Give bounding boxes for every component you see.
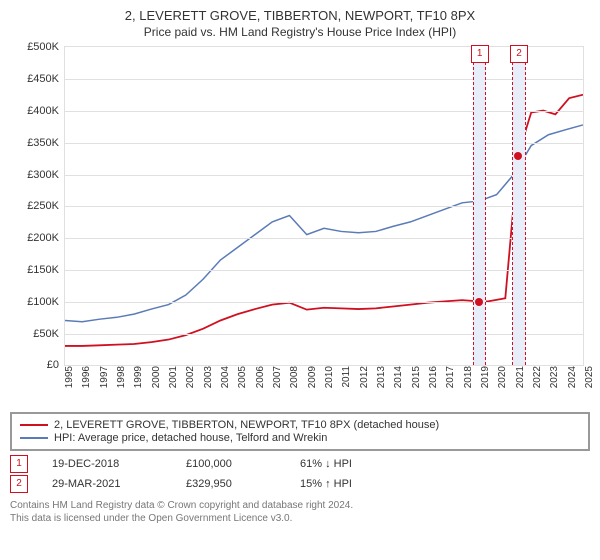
- x-tick-label: 2012: [359, 366, 370, 388]
- x-tick-label: 1996: [81, 366, 92, 388]
- x-tick-label: 2024: [567, 366, 578, 388]
- x-tick-label: 2000: [151, 366, 162, 388]
- sale-date: 19-DEC-2018: [52, 458, 162, 470]
- marker-tag: 2: [510, 45, 528, 63]
- sale-delta: 15% ↑ HPI: [300, 478, 400, 490]
- y-tick-label: £250K: [27, 200, 59, 212]
- x-tick-label: 1995: [64, 366, 75, 388]
- footer-l2: This data is licensed under the Open Gov…: [10, 512, 590, 525]
- y-tick-label: £400K: [27, 105, 59, 117]
- y-tick-label: £300K: [27, 169, 59, 181]
- x-tick-label: 2022: [532, 366, 543, 388]
- footer-l1: Contains HM Land Registry data © Crown c…: [10, 499, 590, 512]
- x-tick-label: 2023: [549, 366, 560, 388]
- price-chart: £0£50K£100K£150K£200K£250K£300K£350K£400…: [64, 46, 584, 406]
- x-tick-label: 2016: [428, 366, 439, 388]
- marker-band: [512, 47, 525, 365]
- x-axis: 1995 1996 1997 1998 1999 2000 2001 2002 2003 2004…: [64, 366, 584, 406]
- marker-band: [473, 47, 486, 365]
- x-tick-label: 2021: [515, 366, 526, 388]
- series-line: [65, 95, 583, 346]
- x-tick-label: 1997: [99, 366, 110, 388]
- x-tick-label: 2002: [185, 366, 196, 388]
- footer-text: Contains HM Land Registry data © Crown c…: [10, 499, 590, 525]
- x-tick-label: 2001: [168, 366, 179, 388]
- x-tick-label: 1998: [116, 366, 127, 388]
- chart-title: 2, LEVERETT GROVE, TIBBERTON, NEWPORT, T…: [10, 8, 590, 40]
- sale-date: 29-MAR-2021: [52, 478, 162, 490]
- title-line2: Price paid vs. HM Land Registry's House …: [10, 25, 590, 41]
- x-tick-label: 2025: [584, 366, 595, 388]
- legend: 2, LEVERETT GROVE, TIBBERTON, NEWPORT, T…: [10, 412, 590, 451]
- legend-swatch: [20, 437, 48, 439]
- y-tick-label: £350K: [27, 137, 59, 149]
- x-tick-label: 2019: [480, 366, 491, 388]
- legend-label: 2, LEVERETT GROVE, TIBBERTON, NEWPORT, T…: [54, 419, 439, 431]
- x-tick-label: 2015: [411, 366, 422, 388]
- x-tick-label: 1999: [133, 366, 144, 388]
- y-tick-label: £100K: [27, 296, 59, 308]
- y-tick-label: £150K: [27, 264, 59, 276]
- marker-tag: 1: [471, 45, 489, 63]
- sale-price: £329,950: [186, 478, 276, 490]
- plot-area: £0£50K£100K£150K£200K£250K£300K£350K£400…: [64, 46, 584, 366]
- sale-dot-icon: [514, 152, 522, 160]
- sale-marker-icon: 1: [10, 455, 28, 473]
- x-tick-label: 2003: [203, 366, 214, 388]
- y-tick-label: £200K: [27, 232, 59, 244]
- sale-price: £100,000: [186, 458, 276, 470]
- x-tick-label: 2008: [289, 366, 300, 388]
- legend-label: HPI: Average price, detached house, Telf…: [54, 432, 327, 444]
- sale-row: 2 29-MAR-2021 £329,950 15% ↑ HPI: [10, 475, 590, 493]
- y-tick-label: £450K: [27, 73, 59, 85]
- sales-list: 1 19-DEC-2018 £100,000 61% ↓ HPI 2 29-MA…: [10, 455, 590, 493]
- x-tick-label: 2018: [463, 366, 474, 388]
- x-tick-label: 2004: [220, 366, 231, 388]
- x-tick-label: 2011: [341, 366, 352, 388]
- x-tick-label: 2006: [255, 366, 266, 388]
- legend-swatch: [20, 424, 48, 426]
- sale-row: 1 19-DEC-2018 £100,000 61% ↓ HPI: [10, 455, 590, 473]
- legend-item: HPI: Average price, detached house, Telf…: [20, 432, 580, 444]
- legend-item: 2, LEVERETT GROVE, TIBBERTON, NEWPORT, T…: [20, 419, 580, 431]
- title-line1: 2, LEVERETT GROVE, TIBBERTON, NEWPORT, T…: [10, 8, 590, 25]
- x-tick-label: 2010: [324, 366, 335, 388]
- sale-dot-icon: [475, 298, 483, 306]
- x-tick-label: 2020: [497, 366, 508, 388]
- sale-delta: 61% ↓ HPI: [300, 458, 400, 470]
- x-tick-label: 2009: [307, 366, 318, 388]
- x-tick-label: 2014: [393, 366, 404, 388]
- x-tick-label: 2017: [445, 366, 456, 388]
- y-tick-label: £0: [47, 359, 59, 371]
- x-tick-label: 2005: [237, 366, 248, 388]
- sale-marker-icon: 2: [10, 475, 28, 493]
- y-tick-label: £50K: [33, 328, 59, 340]
- x-tick-label: 2007: [272, 366, 283, 388]
- y-tick-label: £500K: [27, 41, 59, 53]
- x-tick-label: 2013: [376, 366, 387, 388]
